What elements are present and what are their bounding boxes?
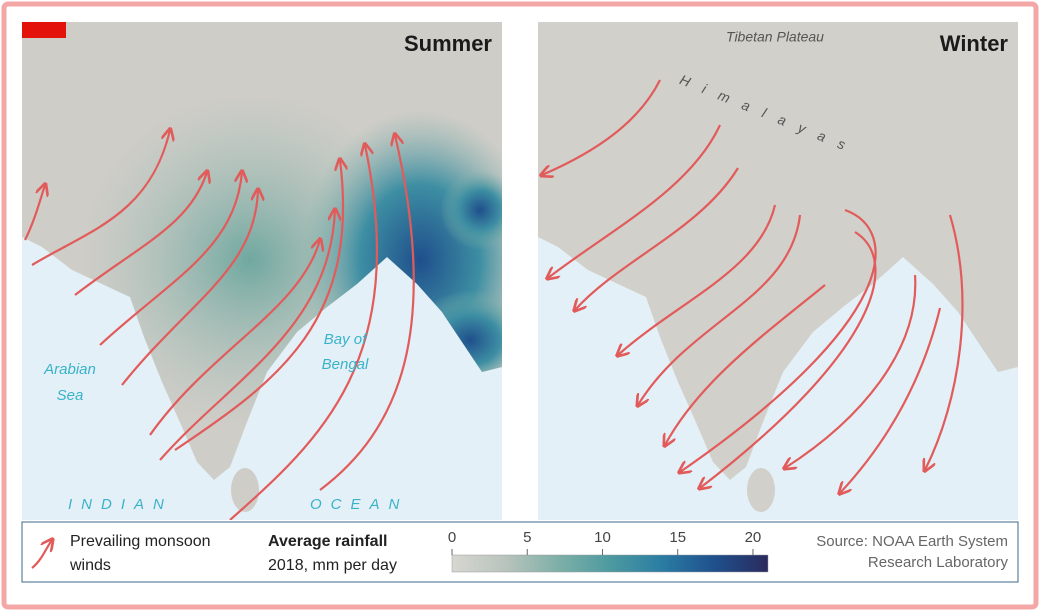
legend-box [21,521,1019,583]
color-scale: 0 5 10 15 20 [448,529,769,573]
color-bar [451,554,769,573]
sea-label: Arabian [43,361,96,378]
sea-label: Bengal [322,356,369,373]
ocean-label: INDIAN [68,496,173,513]
scale-tick-label: 0 [448,529,456,546]
scale-tick-label: 5 [523,529,531,546]
sea-label: Sea [57,387,84,404]
region-label: Tibetan Plateau [726,29,824,45]
panel-title: Summer [404,31,492,56]
scale-tick-label: 20 [745,529,762,546]
scale-tick-label: 15 [669,529,686,546]
legend-subtitle: 2018, mm per day [268,557,397,574]
legend-label: Prevailing monsoon [70,533,211,550]
ocean-label: OCEAN [310,496,408,513]
panel-title: Winter [940,31,1009,56]
legend-wind-icon [31,540,52,569]
legend-title: Average rainfall [268,533,387,550]
legend-label: winds [69,557,111,574]
sea-label: Bay of [324,331,368,348]
source: Source: NOAA Earth System [816,533,1008,550]
winter-map [538,22,1018,520]
summer-map [22,22,502,520]
logo-mark [22,22,66,38]
scale-tick-label: 10 [594,529,611,546]
source: Research Laboratory [868,554,1009,571]
